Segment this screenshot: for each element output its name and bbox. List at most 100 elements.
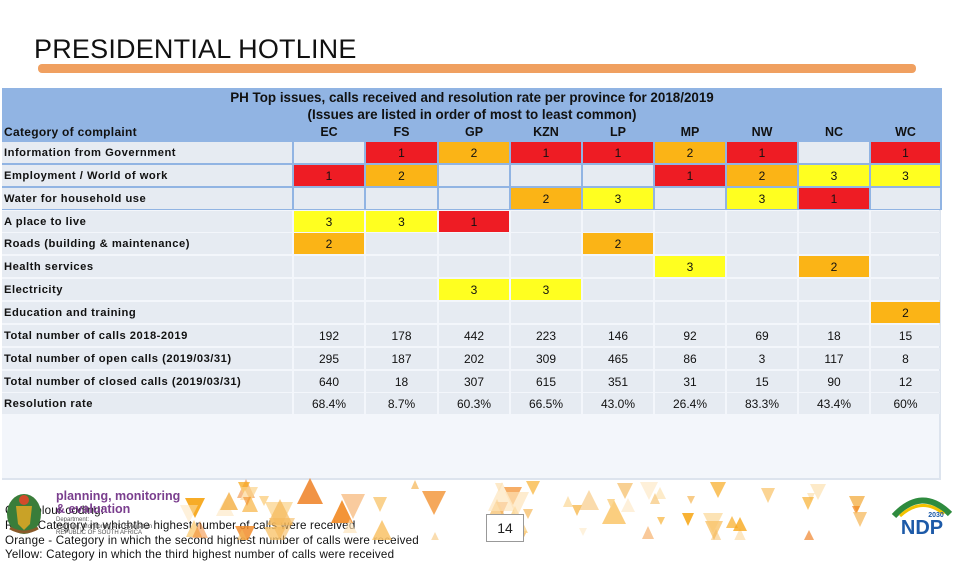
table-cell: 90 bbox=[799, 371, 869, 392]
province-header-lp: LP bbox=[610, 124, 626, 139]
pme-sub2: Planning, Monitoring and Evaluation bbox=[56, 523, 153, 530]
table-cell: 3 bbox=[583, 188, 653, 209]
pme-logo-subtext: Department: Planning, Monitoring and Eva… bbox=[56, 517, 152, 537]
decor-triangle bbox=[266, 499, 293, 526]
decor-triangle bbox=[705, 521, 724, 540]
decor-triangle bbox=[707, 528, 724, 540]
decor-triangle bbox=[191, 521, 208, 539]
table-title: PH Top issues, calls received and resolu… bbox=[2, 88, 942, 123]
decor-triangle bbox=[525, 480, 540, 495]
table-cell bbox=[583, 165, 653, 186]
table-cell bbox=[583, 302, 653, 323]
table-cell: 2 bbox=[799, 256, 869, 277]
decor-triangle bbox=[657, 516, 666, 525]
row-label: Water for household use bbox=[2, 188, 292, 209]
decor-triangle bbox=[235, 528, 248, 540]
table-cell: 68.4% bbox=[294, 393, 364, 414]
table-cell bbox=[511, 302, 581, 323]
table-cell bbox=[294, 302, 364, 323]
table-title-line1: PH Top issues, calls received and resolu… bbox=[230, 90, 714, 105]
legend-yellow: Yellow: Category in which the third high… bbox=[5, 548, 395, 562]
table-cell: 12 bbox=[871, 371, 940, 392]
table-cell: 1 bbox=[294, 165, 364, 186]
pme-logo-text: planning, monitoring & evaluation bbox=[56, 490, 180, 516]
table-cell: 43.4% bbox=[799, 393, 869, 414]
table-cell: 1 bbox=[439, 211, 509, 232]
table-cell: 1 bbox=[799, 188, 869, 209]
decor-triangle bbox=[709, 481, 726, 498]
decor-triangle bbox=[621, 498, 636, 513]
table-cell: 3 bbox=[871, 165, 940, 186]
row-label: Education and training bbox=[2, 302, 292, 323]
table-cell: 465 bbox=[583, 348, 653, 369]
table-cell bbox=[294, 256, 364, 277]
decor-triangle bbox=[616, 482, 633, 499]
row-label: A place to live bbox=[2, 211, 292, 232]
table-cell bbox=[799, 279, 869, 300]
table-cell: 3 bbox=[439, 279, 509, 300]
table-cell bbox=[583, 211, 653, 232]
table-cell bbox=[655, 211, 725, 232]
table-cell: 15 bbox=[727, 371, 797, 392]
decor-triangle bbox=[761, 487, 776, 503]
table-cell bbox=[727, 279, 797, 300]
table-cell bbox=[366, 256, 437, 277]
table-cell: 1 bbox=[366, 142, 437, 163]
table-cell: 60% bbox=[871, 393, 940, 414]
decor-triangle bbox=[800, 530, 817, 540]
row-label: Roads (building & maintenance) bbox=[2, 233, 292, 254]
row-label: Electricity bbox=[2, 279, 292, 300]
table-cell bbox=[727, 233, 797, 254]
table-cell: 2 bbox=[871, 302, 940, 323]
table-cell: 18 bbox=[366, 371, 437, 392]
table-cell: 351 bbox=[583, 371, 653, 392]
table-cell: 2 bbox=[727, 165, 797, 186]
table-cell bbox=[871, 188, 940, 209]
table-cell: 26.4% bbox=[655, 393, 725, 414]
table-cell bbox=[655, 279, 725, 300]
table-cell: 2 bbox=[511, 188, 581, 209]
table-cell: 92 bbox=[655, 325, 725, 346]
province-header-gp: GP bbox=[464, 124, 484, 139]
pme-sub1: Department: bbox=[56, 517, 90, 523]
ndp-logo-icon: NDP 2030 bbox=[891, 497, 953, 538]
decor-triangle bbox=[180, 504, 199, 523]
table-cell bbox=[439, 256, 509, 277]
decor-triangle bbox=[801, 496, 814, 510]
table-cell bbox=[511, 233, 581, 254]
table-cell: 187 bbox=[366, 348, 437, 369]
table-cell bbox=[366, 188, 437, 209]
table-cell: 3 bbox=[655, 256, 725, 277]
decor-triangle bbox=[342, 518, 357, 533]
table-cell: 83.3% bbox=[727, 393, 797, 414]
slide-title: PRESIDENTIAL HOTLINE bbox=[34, 34, 357, 64]
table-cell bbox=[727, 256, 797, 277]
table-cell bbox=[294, 188, 364, 209]
ndp-logo-year: 2030 bbox=[928, 512, 944, 519]
decor-triangle bbox=[810, 483, 827, 500]
decor-triangle bbox=[579, 528, 588, 537]
decor-triangle bbox=[807, 492, 816, 501]
table-cell bbox=[366, 302, 437, 323]
table-panel: PH Top issues, calls received and resolu… bbox=[2, 88, 942, 561]
table-cell: 2 bbox=[439, 142, 509, 163]
decor-triangle bbox=[505, 491, 530, 517]
decor-triangle bbox=[242, 497, 251, 507]
table-cell: 3 bbox=[511, 279, 581, 300]
table-cell: 442 bbox=[439, 325, 509, 346]
table-cell: 223 bbox=[511, 325, 581, 346]
table-cell: 86 bbox=[655, 348, 725, 369]
decor-triangle bbox=[578, 489, 599, 510]
table-cell bbox=[655, 233, 725, 254]
table-cell: 192 bbox=[294, 325, 364, 346]
table-cell bbox=[439, 233, 509, 254]
table-cell: 2 bbox=[366, 165, 437, 186]
province-header-ec: EC bbox=[320, 124, 338, 139]
table-cell: 615 bbox=[511, 371, 581, 392]
table-cell bbox=[655, 188, 725, 209]
table-cell bbox=[294, 142, 364, 163]
table-cell bbox=[871, 211, 940, 232]
table-cell bbox=[799, 233, 869, 254]
row-label: Health services bbox=[2, 256, 292, 277]
table-cell: 8 bbox=[871, 348, 940, 369]
